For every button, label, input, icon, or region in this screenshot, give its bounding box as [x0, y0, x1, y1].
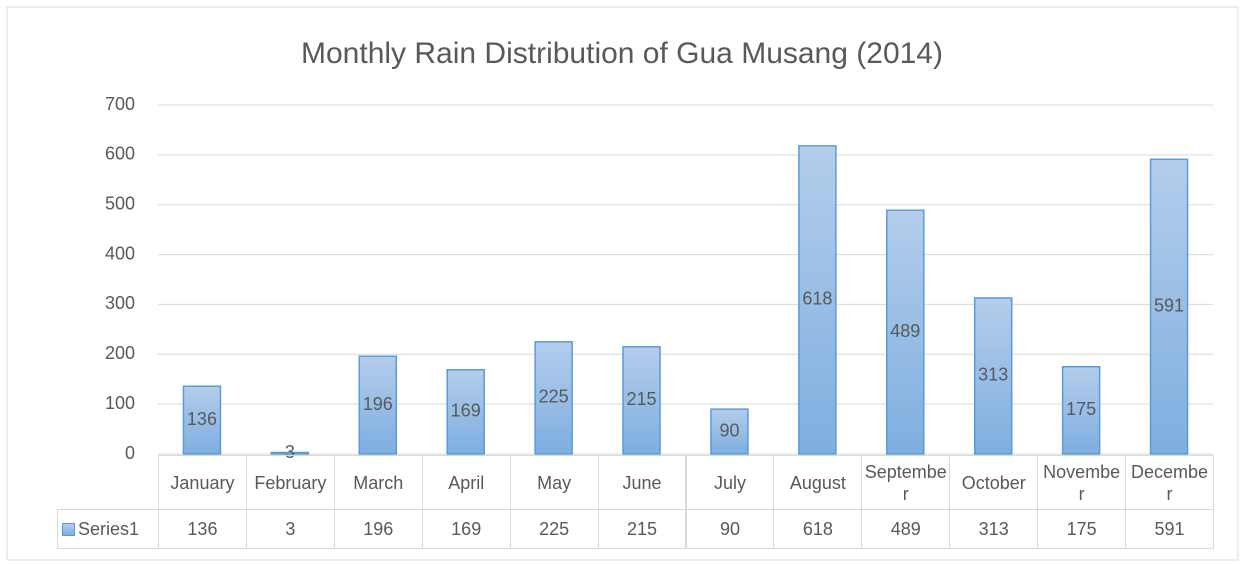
data-label: 3: [285, 442, 295, 462]
bar: [1061, 366, 1101, 455]
x-tick-label: December: [1125, 455, 1214, 510]
y-tick-label: 700: [105, 94, 135, 114]
x-tick-label: March: [333, 455, 423, 510]
table-value: 591: [1125, 509, 1214, 549]
legend-swatch: [62, 522, 75, 536]
y-tick-label: 600: [105, 144, 135, 164]
y-tick-label: 0: [125, 443, 135, 463]
data-label: 196: [363, 394, 393, 414]
table-value: 618: [773, 509, 863, 549]
bar: [1149, 158, 1189, 455]
x-tick-label: May: [509, 455, 599, 510]
bar: [270, 451, 310, 455]
bar: [973, 297, 1013, 455]
table-value: 225: [509, 509, 599, 549]
x-tick-label: January: [158, 455, 247, 510]
data-label: 591: [1154, 295, 1184, 315]
x-tick-label: July: [685, 455, 775, 510]
bar: [710, 408, 749, 455]
legend-cell: Series1: [57, 509, 159, 549]
bar: [622, 346, 661, 455]
y-tick-label: 200: [105, 343, 135, 363]
x-tick-label: August: [773, 455, 863, 510]
table-value: 313: [949, 509, 1039, 549]
table-value: 3: [245, 509, 335, 549]
bar: [358, 355, 398, 455]
x-tick-label: June: [597, 455, 687, 510]
bar: [886, 209, 925, 455]
x-tick-label: February: [245, 455, 335, 510]
table-value: 196: [333, 509, 423, 549]
data-label: 618: [802, 289, 832, 309]
data-label: 169: [451, 401, 481, 421]
y-tick-label: 300: [105, 293, 135, 313]
y-tick-label: 100: [105, 393, 135, 413]
data-label: 175: [1066, 399, 1096, 419]
data-label: 489: [890, 321, 920, 341]
x-tick-label: September: [861, 455, 951, 510]
bar: [446, 368, 485, 455]
table-value: 90: [685, 509, 775, 549]
bar: [534, 341, 573, 455]
chart-border: [6, 6, 1239, 561]
data-label: 313: [978, 365, 1008, 385]
data-label: 225: [539, 387, 569, 407]
table-value: 169: [421, 509, 511, 549]
chart-title: Monthly Rain Distribution of Gua Musang …: [301, 37, 943, 70]
y-tick-label: 500: [105, 193, 135, 213]
legend-label: Series1: [78, 519, 140, 539]
table-value: 175: [1037, 509, 1127, 549]
data-label: 136: [187, 409, 217, 429]
bar: [182, 385, 222, 455]
x-tick-label: April: [421, 455, 511, 510]
data-label: 90: [719, 420, 739, 440]
x-tick-label: November: [1037, 455, 1127, 510]
y-tick-label: 400: [105, 243, 135, 263]
bar: [798, 145, 837, 455]
data-label: 215: [627, 389, 657, 409]
x-tick-label: October: [949, 455, 1039, 510]
table-value: 136: [158, 509, 247, 549]
table-value: 215: [597, 509, 687, 549]
table-value: 489: [861, 509, 951, 549]
